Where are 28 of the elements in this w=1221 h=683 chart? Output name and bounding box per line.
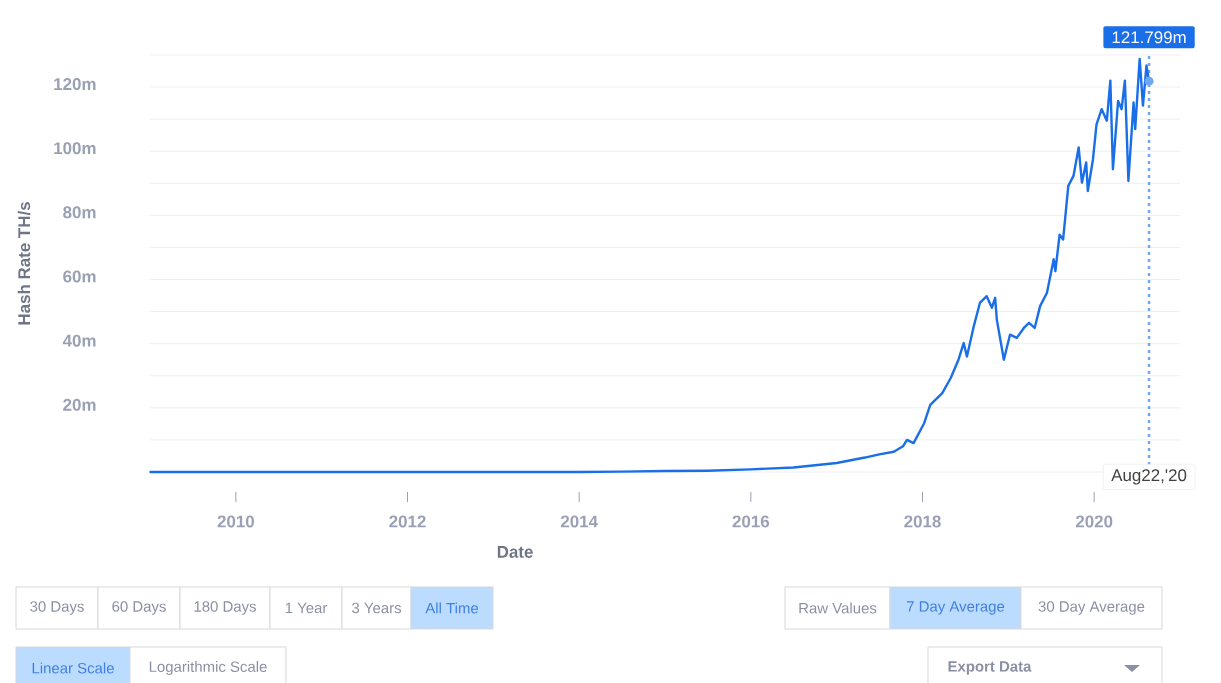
text: 30 Day Average [1038, 601, 1145, 615]
y-tick-label: 100m [54, 142, 96, 155]
text: All Time [425, 602, 479, 614]
text: Export Data [948, 661, 1032, 675]
x-tick-label: 2012 [389, 515, 426, 528]
y-tick-label: 40m [62, 334, 96, 347]
y-tick-label: 120m [54, 78, 96, 91]
y-tick-label: 20m [63, 398, 96, 411]
ref-line-label: Aug22,'20 [1111, 469, 1187, 485]
x-tick-label: 2010 [217, 515, 254, 528]
text: 30 Days [30, 601, 84, 615]
x-tick-label: 2020 [1075, 515, 1113, 528]
text: 1 Year [285, 602, 328, 614]
y-tick-label: 60m [63, 270, 96, 283]
x-axis-title: Date [497, 546, 533, 558]
text: Raw Values [799, 602, 877, 614]
x-tick-label: 2014 [560, 515, 598, 528]
text: Linear Scale [32, 662, 114, 674]
x-tick-label: 2016 [732, 515, 770, 528]
text: 180 Days [194, 601, 256, 615]
x-tick-label: 2018 [904, 515, 941, 528]
annotation: 121.799m [1112, 31, 1186, 44]
text: Logarithmic Scale [149, 661, 267, 675]
y-axis-title: Hash Rate TH/s [17, 202, 31, 325]
text: 60 Days [112, 601, 166, 615]
y-tick-label: 80m [63, 206, 96, 219]
text: 7 Day Average [906, 601, 1005, 615]
text: 3 Years [352, 602, 402, 614]
